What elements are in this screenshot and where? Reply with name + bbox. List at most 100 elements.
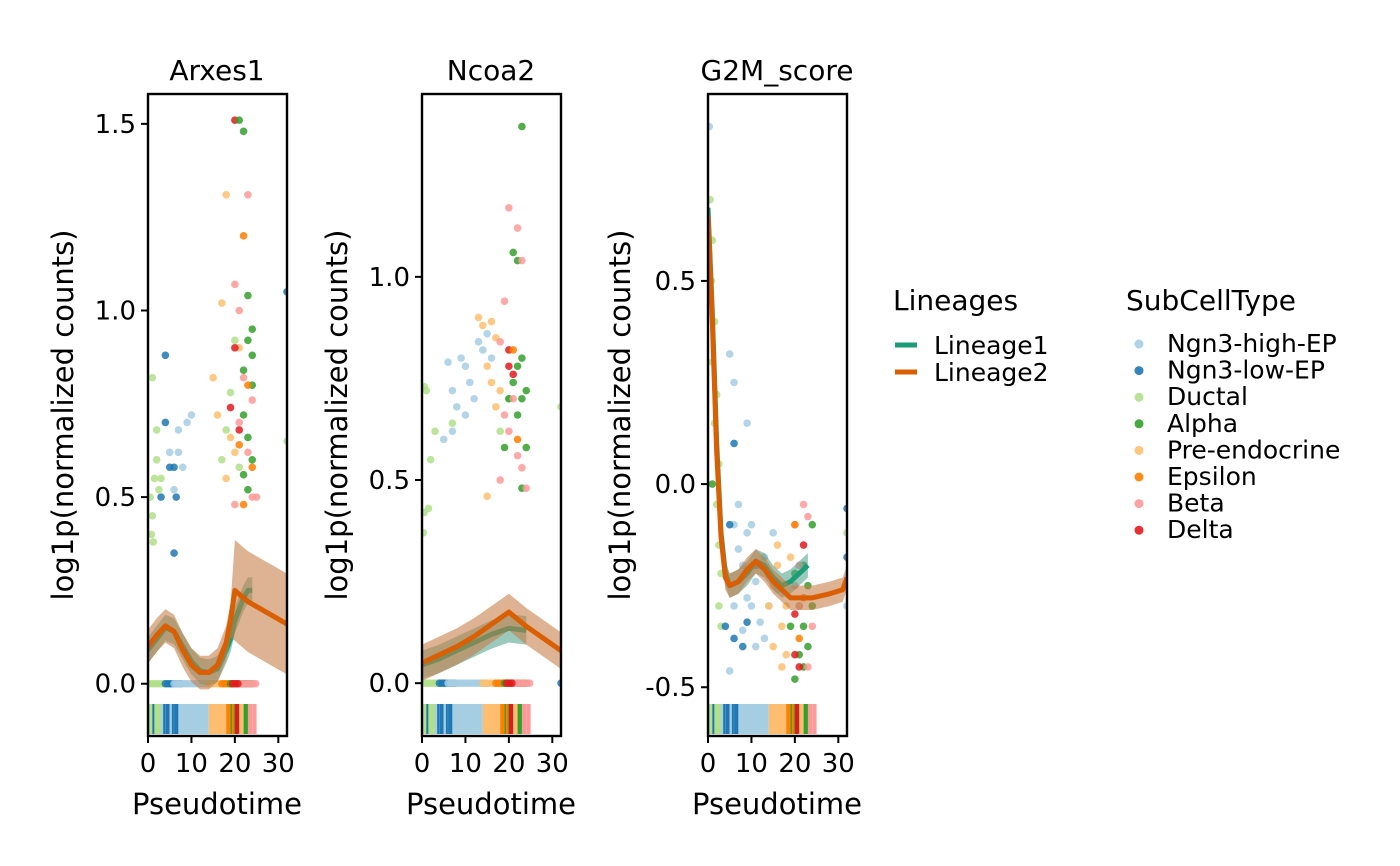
zero-point-delta [508,679,516,687]
rug-segment-pre-endocrine [768,704,787,734]
data-point-ngn3-high-ep [170,485,178,494]
rug-tick-delta [237,704,240,734]
data-point-ngn3-high-ep [439,435,448,444]
x-axis-label: Pseudotime [692,787,862,821]
rug-segment-ngn3-low-ep [734,704,739,734]
data-point-ngn3-low-ep [738,642,747,651]
x-tick-label: 20 [492,749,525,779]
fit-line-lineage1 [422,625,527,668]
data-point-alpha [518,354,526,362]
title-group: G2M_score [701,54,854,87]
data-point-delta [799,541,808,549]
panel-plot-area [148,116,287,734]
data-point-beta [244,448,252,457]
data-point-ngn3-high-ep [183,418,191,427]
data-point-delta [791,650,799,659]
data-point-ductal [218,455,226,464]
panel-title: G2M_score [701,54,854,87]
data-point-alpha [786,622,795,631]
data-point-ngn3-high-ep [730,378,738,387]
data-point-alpha [522,443,531,452]
data-point-beta [500,297,509,306]
legend-celltype-label: Pre-endocrine [1167,435,1340,464]
rug-tick-ngn3-low-ep [171,704,174,734]
rug-tick-ngn3-low-ep [152,704,155,734]
y-tick-label: 1.0 [95,296,136,326]
panel-2: -0.5 0.0 0.5 0 10 20 30 G2M_score Pseudotime log1… [603,54,862,821]
rug-segment-ngn3-high-ep [178,704,209,734]
data-point-epsilon [509,346,518,354]
rug-segment-ngn3-high-ep [452,704,483,734]
data-point-pre-endocrine [773,541,782,549]
data-point-delta [791,610,799,618]
data-point-ngn3-low-ep [157,493,165,501]
data-point-ngn3-high-ep [448,386,457,395]
rug-tick-ngn3-low-ep [163,704,166,734]
data-point-ngn3-high-ep [461,411,470,419]
data-point-beta [244,190,252,199]
rug-segment-ngn3-low-ep [725,704,730,734]
data-point-ngn3-high-ep [444,358,452,366]
data-point-pre-endocrine [778,663,786,671]
panel-plot-area [708,122,847,734]
data-point-pre-endocrine [479,321,487,330]
rug-tick-delta [797,704,800,734]
y-tick-label: 1.0 [369,263,410,293]
data-point-alpha [500,443,509,452]
x-tick-label: 10 [175,749,208,779]
title-group: Arxes1 [169,54,264,87]
data-point-ngn3-high-ep [734,545,743,553]
rug-segment-beta [247,704,253,734]
data-point-alpha [804,642,812,651]
data-point-beta [239,373,248,382]
data-point-ductal [422,529,428,537]
data-point-ngn3-high-ep [174,448,183,457]
legend-point-swatch [1134,499,1144,509]
x-tick-label: 20 [778,749,811,779]
data-point-pre-endocrine [773,561,782,570]
legend-celltype-label: Ngn3-high-EP [1167,329,1337,358]
data-point-pre-endocrine [483,362,491,371]
data-point-ductal [235,463,244,472]
rug-segment-ductal [422,704,436,734]
data-point-ductal [155,485,163,494]
legend-celltype-label: Epsilon [1167,462,1257,491]
data-point-beta [496,476,504,484]
data-point-ductal [448,419,457,427]
legend-point-swatch [1134,525,1144,535]
data-point-alpha [248,351,257,360]
panel-frame [706,92,849,738]
data-point-alpha [239,366,248,375]
rug-tick-alpha [519,704,522,734]
data-point-ngn3-high-ep [487,354,496,362]
data-point-beta [791,581,799,590]
rug-segment-beta [252,704,257,734]
data-point-ngn3-high-ep [738,561,747,570]
data-point-beta [522,484,531,492]
data-point-pre-endocrine [209,373,217,382]
rug-tick-epsilon [505,704,508,734]
legend-point-swatch [1134,472,1144,482]
data-point-alpha [509,248,518,257]
rug-segment-ductal [708,704,722,734]
rug-segment-ngn3-low-ep [448,704,453,734]
data-point-ductal [148,511,157,520]
data-point-ngn3-low-ep [161,418,170,427]
rug-segment-epsilon [226,704,231,734]
rug-segment-epsilon [500,704,505,734]
data-point-beta [505,427,513,436]
data-point-delta [231,344,239,352]
data-point-beta [795,561,804,570]
data-point-ngn3-high-ep [738,626,747,635]
x-tick-label: 20 [218,749,251,779]
data-point-ngn3-high-ep [174,426,183,434]
data-point-pre-endocrine [474,313,483,322]
data-point-ductal [148,373,157,382]
fit-ribbon-color-lineage2 [422,593,561,682]
x-tick-label: 10 [449,749,482,779]
data-point-beta [518,464,526,472]
panel-1: 0.0 0.5 1.0 0 10 20 30 Ncoa2 Pseudotime log1p(nor… [320,54,576,821]
rug-segment-ngn3-low-ep [174,704,179,734]
data-point-beta [804,512,812,521]
data-point-ngn3-high-ep [457,354,465,362]
